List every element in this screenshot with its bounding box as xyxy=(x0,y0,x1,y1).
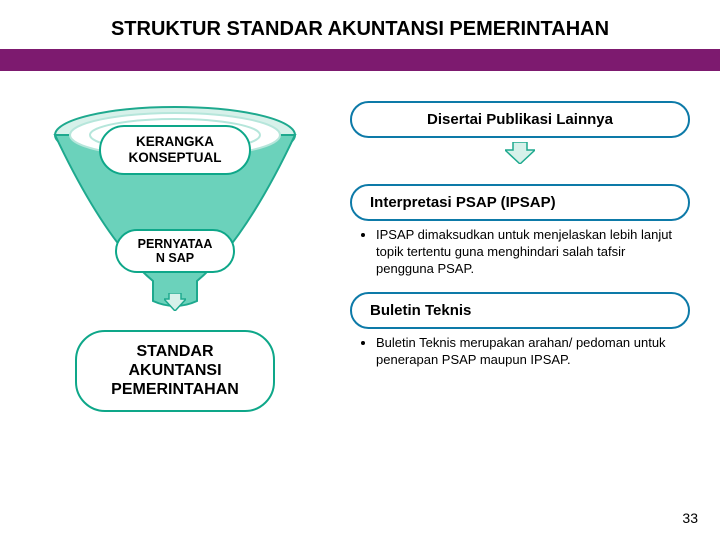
buletin-bullet-item: Buletin Teknis merupakan arahan/ pedoman… xyxy=(376,335,684,369)
interp-label: Interpretasi PSAP (IPSAP) xyxy=(370,194,556,211)
standar-pill: STANDAR AKUNTANSI PEMERINTAHAN xyxy=(75,330,275,412)
buletin-pill: Buletin Teknis xyxy=(350,292,690,329)
pernyataan-label: PERNYATAA N SAP xyxy=(138,237,213,266)
title-underline-bar xyxy=(0,49,720,71)
buletin-bullet-block: Buletin Teknis merupakan arahan/ pedoman… xyxy=(350,329,690,383)
disertai-pill: Disertai Publikasi Lainnya xyxy=(350,101,690,138)
kerangka-pill: KERANGKA KONSEPTUAL xyxy=(99,125,251,175)
content-area: KERANGKA KONSEPTUAL PERNYATAA N SAP STAN… xyxy=(0,71,720,412)
interp-pill: Interpretasi PSAP (IPSAP) xyxy=(350,184,690,221)
down-arrow-icon xyxy=(164,293,186,311)
standar-label: STANDAR AKUNTANSI PEMERINTAHAN xyxy=(111,343,239,398)
page-number: 33 xyxy=(682,510,698,526)
interp-bullet-item: IPSAP dimaksudkan untuk menjelaskan lebi… xyxy=(376,227,684,278)
kerangka-label: KERANGKA KONSEPTUAL xyxy=(101,134,249,165)
page-title: STRUKTUR STANDAR AKUNTANSI PEMERINTAHAN xyxy=(0,0,720,49)
disertai-label: Disertai Publikasi Lainnya xyxy=(427,111,613,128)
left-column: KERANGKA KONSEPTUAL PERNYATAA N SAP STAN… xyxy=(30,101,320,412)
right-column: Disertai Publikasi Lainnya Interpretasi … xyxy=(350,101,690,412)
pernyataan-pill: PERNYATAA N SAP xyxy=(115,229,235,273)
buletin-label: Buletin Teknis xyxy=(370,302,471,319)
down-arrow-icon xyxy=(505,142,535,164)
funnel-diagram: KERANGKA KONSEPTUAL PERNYATAA N SAP xyxy=(45,101,305,316)
interp-bullet-block: IPSAP dimaksudkan untuk menjelaskan lebi… xyxy=(350,221,690,292)
